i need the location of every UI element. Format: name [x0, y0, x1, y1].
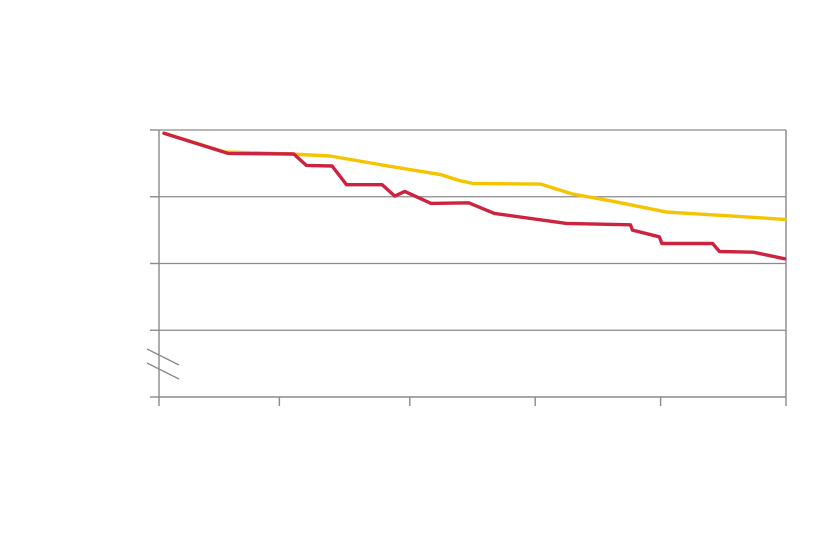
series-lines	[162, 131, 787, 261]
axis-break-slash-1	[146, 348, 180, 366]
x-axis-ticks	[158, 397, 787, 406]
series-line-1	[162, 131, 787, 222]
y-axis-break-marker	[146, 348, 180, 380]
gridlines	[159, 129, 786, 331]
y-axis-ticks	[150, 129, 159, 398]
series-line-2	[162, 131, 787, 261]
axis-break-slash-2	[146, 362, 180, 380]
